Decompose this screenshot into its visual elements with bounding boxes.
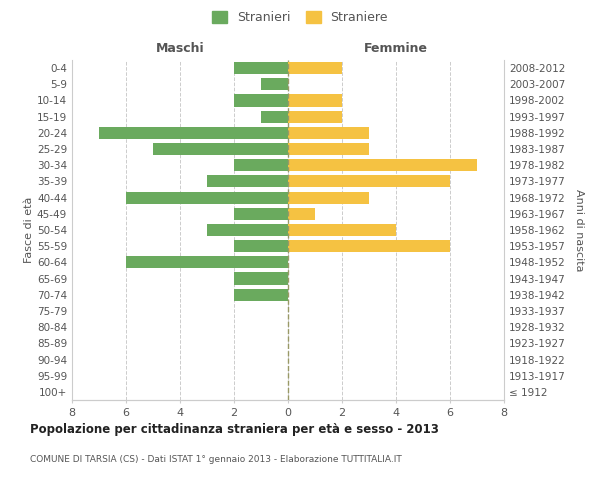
Bar xyxy=(126,192,288,203)
Text: Femmine: Femmine xyxy=(364,42,428,55)
Bar xyxy=(288,143,369,155)
Bar xyxy=(234,94,288,106)
Bar xyxy=(234,272,288,284)
Bar xyxy=(288,176,450,188)
Y-axis label: Fasce di età: Fasce di età xyxy=(24,197,34,263)
Bar xyxy=(207,176,288,188)
Bar xyxy=(234,159,288,172)
Text: Popolazione per cittadinanza straniera per età e sesso - 2013: Popolazione per cittadinanza straniera p… xyxy=(30,422,439,436)
Text: Maschi: Maschi xyxy=(155,42,205,55)
Bar xyxy=(126,256,288,268)
Bar xyxy=(99,127,288,139)
Bar xyxy=(288,224,396,236)
Y-axis label: Anni di nascita: Anni di nascita xyxy=(574,188,584,271)
Bar xyxy=(234,62,288,74)
Bar xyxy=(288,208,315,220)
Bar xyxy=(234,288,288,301)
Bar xyxy=(234,208,288,220)
Legend: Stranieri, Straniere: Stranieri, Straniere xyxy=(207,6,393,29)
Text: COMUNE DI TARSIA (CS) - Dati ISTAT 1° gennaio 2013 - Elaborazione TUTTITALIA.IT: COMUNE DI TARSIA (CS) - Dati ISTAT 1° ge… xyxy=(30,455,402,464)
Bar xyxy=(288,159,477,172)
Bar xyxy=(234,240,288,252)
Bar xyxy=(288,127,369,139)
Bar xyxy=(288,62,342,74)
Bar xyxy=(288,94,342,106)
Bar xyxy=(288,192,369,203)
Bar xyxy=(207,224,288,236)
Bar xyxy=(153,143,288,155)
Bar xyxy=(288,110,342,122)
Bar xyxy=(261,78,288,90)
Bar xyxy=(288,240,450,252)
Bar xyxy=(261,110,288,122)
